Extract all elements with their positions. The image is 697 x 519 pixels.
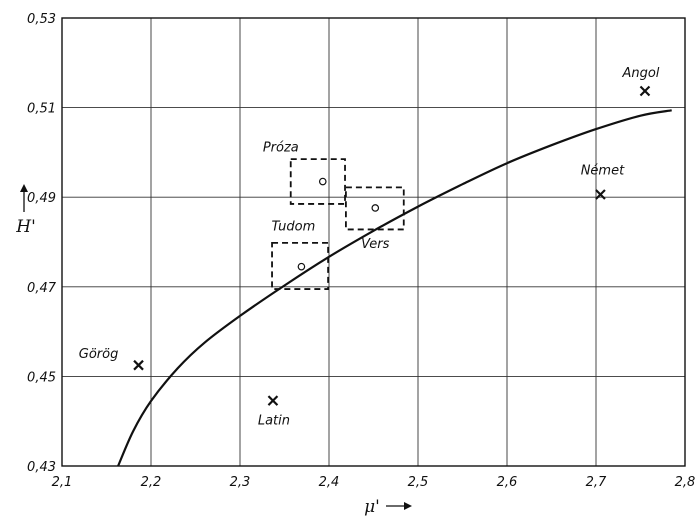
- y-axis-arrow-head: [20, 184, 28, 192]
- fit-curve-group: [117, 109, 672, 467]
- point-label: Német: [581, 164, 625, 179]
- cross-stroke: [133, 359, 144, 371]
- x-tick-label: 2,1: [52, 475, 73, 490]
- point-label: Vers: [361, 237, 389, 252]
- tick-labels: 2,1 2,2 2,3 2,4 2,5 2,6 2,7 2,8 0,43 0,45 0,47 0,49…: [27, 12, 695, 490]
- x-tick-label: 2,4: [319, 475, 340, 490]
- cross-marker: [595, 189, 606, 200]
- axis-labels: μ' H': [15, 184, 412, 517]
- x-tick-label: 2,7: [586, 475, 607, 490]
- markers: [133, 85, 651, 406]
- point-label: Görög: [79, 347, 119, 362]
- cross-marker: [133, 359, 144, 371]
- x-tick-label: 2,5: [408, 475, 429, 490]
- plot-frame: [61, 17, 686, 467]
- x-tick-label: 2,3: [230, 475, 251, 490]
- circle-marker: [371, 204, 380, 212]
- x-tick-label: 2,2: [141, 475, 162, 490]
- point-labels: Próza Vers Tudom Angol Német Görög Latin: [79, 66, 660, 429]
- y-tick-label: 0,51: [27, 102, 56, 117]
- style-boxes: [271, 158, 405, 290]
- range-box: [289, 158, 346, 205]
- y-tick-label: 0,47: [27, 281, 57, 296]
- cross-stroke: [639, 85, 651, 97]
- x-axis-label: μ': [364, 497, 380, 517]
- y-tick-label: 0,49: [27, 191, 56, 206]
- circle-marker: [318, 177, 327, 186]
- x-axis-arrow-head: [404, 502, 412, 510]
- point-label: Próza: [263, 141, 299, 156]
- point-label: Tudom: [272, 220, 316, 235]
- fit-curve: [117, 109, 672, 467]
- range-box: [271, 241, 330, 290]
- plot-border: [61, 17, 686, 467]
- circle-marker: [297, 262, 306, 271]
- y-tick-label: 0,53: [27, 12, 56, 27]
- cross-stroke: [267, 395, 279, 406]
- cross-marker: [267, 395, 279, 406]
- x-tick-label: 2,8: [675, 475, 696, 490]
- y-tick-label: 0,45: [27, 370, 56, 385]
- cross-marker: [639, 85, 651, 97]
- cross-stroke: [595, 189, 606, 200]
- y-axis-label: H': [15, 217, 36, 237]
- y-tick-label: 0,43: [27, 460, 56, 475]
- point-label: Latin: [258, 414, 290, 429]
- x-tick-label: 2,6: [497, 475, 518, 490]
- point-label: Angol: [621, 66, 659, 81]
